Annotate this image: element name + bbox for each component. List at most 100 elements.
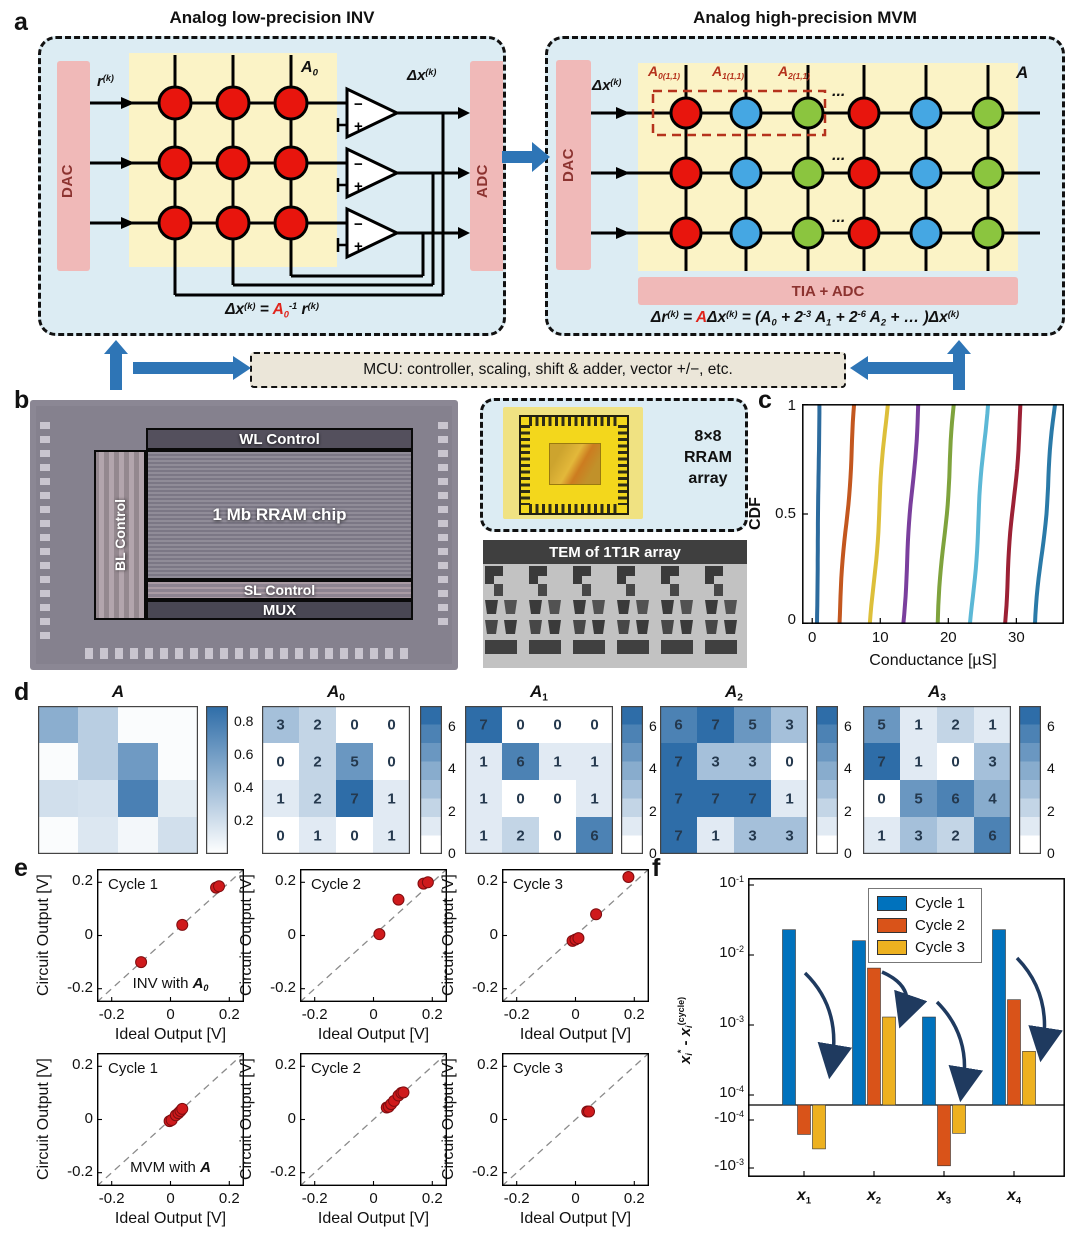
hm-A3-cell (900, 780, 937, 817)
hm-A1-cell-value: 0 (516, 717, 524, 734)
hm-A2-cell (660, 817, 697, 854)
hm-A-cell (78, 743, 118, 780)
caption-line-3: array (688, 469, 728, 487)
chip-pads-bottom (85, 648, 415, 659)
hm-A3-cell (974, 743, 1011, 780)
sc6-xtick-1: 0 (571, 1190, 580, 1207)
hm-A1-cell (539, 706, 576, 743)
hm-A2-grid: 6 7 5 37 3 3 07 7 7 17 1 3 3 (660, 706, 808, 854)
sc1-annotation: INV with A0 (132, 975, 209, 994)
err-xtick-2: x2 (866, 1187, 882, 1207)
tem-pattern-icon (485, 566, 737, 654)
err-ytick-0: 10-1 (719, 874, 744, 891)
hm-A0-cell-value: 0 (276, 828, 284, 845)
hm-A3-cell (937, 817, 974, 854)
sc4-cycle-label: Cycle 1 (108, 1060, 159, 1077)
hm-A1-cell (576, 780, 613, 817)
hm-A2-cell-value: 3 (748, 754, 756, 771)
cdf-curve-state-7 (1003, 404, 1023, 624)
svg-text:−: − (354, 96, 363, 113)
hm-A3-cell-value: 4 (988, 791, 997, 808)
hm-A1-cell-value: 1 (479, 754, 487, 771)
mvm-slice-label-0: A0(1,1) (648, 63, 681, 81)
hm-A2-cell-value: 7 (674, 791, 682, 808)
sc5-xtick-1: 0 (369, 1190, 378, 1207)
hm-A-cb-tick-3: 0.2 (234, 812, 254, 829)
hm-A3-grid: 5 1 2 1 7 1 0 3 0 5 6 4 1 3 2 6 (863, 706, 1011, 854)
hm-A1-cell-value: 2 (516, 828, 524, 845)
sc5-ylabel: Circuit Output [V] (238, 1058, 255, 1181)
hm-A2-cb-tick-1: 4 (844, 760, 852, 777)
hm-A2-cell (660, 706, 697, 743)
hm-A-cb-tick-1: 0.6 (234, 746, 254, 763)
hm-A3-cell-value: 1 (914, 754, 922, 771)
hm-A-cell (158, 780, 198, 817)
hm-A3-cell-value: 3 (988, 754, 996, 771)
trend-arrow-2 (881, 970, 928, 1029)
sc3-xtick-1: 0 (571, 1006, 580, 1023)
hm-A3-cell-value: 2 (951, 828, 959, 845)
err-ytick-3: 10-4 (719, 1084, 744, 1101)
hm-A0-cell (336, 817, 373, 854)
hm-A1-cell (576, 706, 613, 743)
sc3-ytick-2: 0.2 (477, 872, 498, 890)
hm-A1-cell (539, 780, 576, 817)
hm-A2-cell (660, 780, 697, 817)
hm-A3-cb-tick-0: 6 (1047, 718, 1055, 735)
legend-label: Cycle 1 (915, 895, 966, 912)
panel-d-label: d (14, 678, 30, 706)
package-carrier (519, 415, 629, 515)
mvm-input-label: Δx(k) (592, 77, 622, 94)
bl-control-region: BL Control (94, 450, 146, 620)
hm-A2-cell (771, 780, 808, 817)
mvm-formula: Δr(k) = AΔx(k) = (A0 + 2-3 A1 + 2-6 A2 +… (650, 309, 960, 328)
hm-A3-cell (937, 706, 974, 743)
hm-A1-cell-value: 6 (590, 828, 598, 845)
sc1-xtick-2: 0.2 (218, 1006, 240, 1023)
tem-image: TEM of 1T1R array (483, 540, 747, 668)
hm-A-cb-tick-2: 0.4 (234, 779, 254, 796)
sc4-point (176, 1102, 189, 1115)
hm-A3-colorbar (1019, 706, 1041, 854)
mvm-title: Analog high-precision MVM (693, 8, 917, 27)
sc5-xtick-2: 0.2 (421, 1190, 443, 1207)
hm-A2-cell (771, 706, 808, 743)
hm-A1-cell (576, 743, 613, 780)
hm-A2-cell (734, 706, 771, 743)
bar-Cycle3-x2 (882, 1016, 896, 1106)
hm-A0-cell (336, 706, 373, 743)
hm-A2-cell (697, 706, 734, 743)
cdf-ytick-0: 1 (787, 397, 796, 414)
hm-A0-cell (373, 706, 410, 743)
sc4-ytick-0: -0.2 (67, 1162, 93, 1180)
hm-A1-cell-value: 1 (479, 791, 487, 808)
bar-Cycle2-x1 (797, 1104, 811, 1135)
sc3-ytick-1: 0 (489, 925, 498, 943)
hm-A1-cb-tick-2: 2 (649, 802, 657, 819)
hm-A0-cell-value: 1 (387, 828, 395, 845)
hm-A1-cell-value: 1 (479, 828, 487, 845)
trend-arrow-1 (803, 971, 853, 1080)
sc3-point (622, 870, 635, 883)
err-xtick-4: x4 (1006, 1187, 1022, 1207)
sc4-annotation: MVM with A (130, 1159, 211, 1176)
hm-A0-cell-value: 1 (313, 828, 321, 845)
err-ytick-4: -10-4 (714, 1109, 744, 1126)
hm-A3-cell (974, 780, 1011, 817)
hm-A2-cell (771, 817, 808, 854)
mvm-dots-row2: ... (832, 147, 846, 164)
hm-A0-cell-value: 0 (350, 828, 358, 845)
hm-A1-colorbar (621, 706, 643, 854)
sc2-xtick-2: 0.2 (421, 1006, 443, 1023)
hm-A3-cell-value: 1 (877, 828, 885, 845)
hm-A-cell (38, 817, 78, 854)
bar-Cycle2-x3 (937, 1104, 951, 1167)
cdf-curve-state-1 (815, 404, 822, 624)
hm-A3-cell-value: 1 (988, 717, 996, 734)
hm-A1-cell (502, 817, 539, 854)
sc6-xlabel: Ideal Output [V] (519, 1210, 632, 1227)
err-ytick-1: 10-2 (719, 944, 744, 961)
hm-A3-cell (863, 743, 900, 780)
hm-A1-grid: 7 0 0 01 6 1 11 0 0 11 2 0 6 (465, 706, 613, 854)
